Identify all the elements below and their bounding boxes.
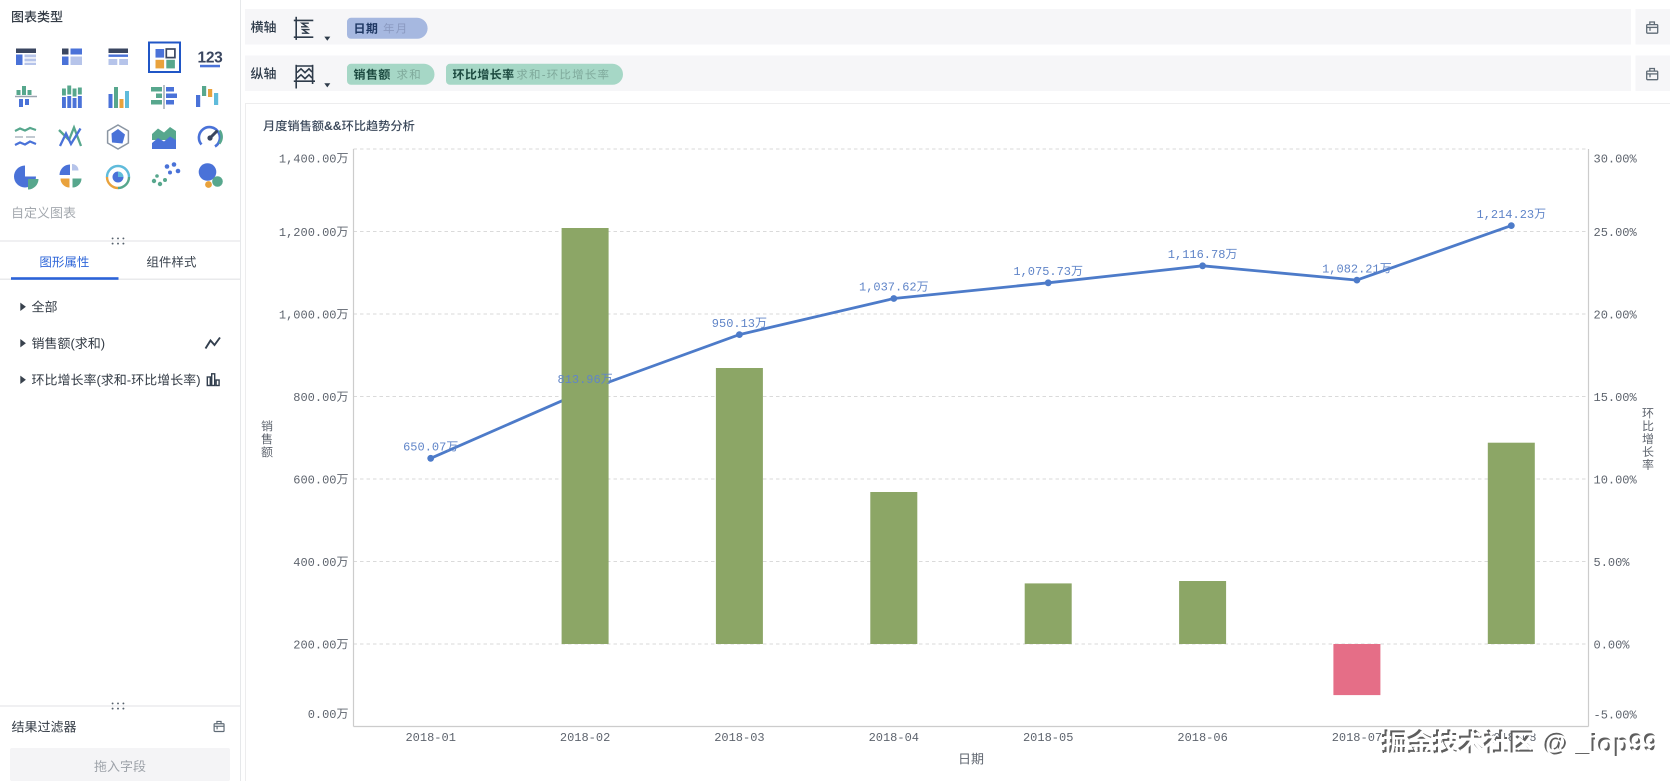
svg-text:0.00%: 0.00% — [1594, 638, 1631, 652]
svg-text:2018-04: 2018-04 — [869, 731, 919, 745]
svg-text:2018-02: 2018-02 — [560, 731, 610, 745]
svg-text:-: - — [542, 70, 547, 82]
svg-text:&&: && — [324, 119, 342, 133]
svg-text:123: 123 — [198, 50, 224, 67]
svg-text:1,116.78: 1,116.78 — [1168, 248, 1226, 262]
svg-text:2018-07: 2018-07 — [1332, 731, 1382, 745]
svg-text:-: - — [127, 373, 131, 388]
svg-text:-5.00%: -5.00% — [1594, 708, 1638, 722]
svg-text:1,000.00: 1,000.00 — [279, 308, 337, 322]
svg-text:): ) — [196, 373, 200, 388]
svg-text:2018-01: 2018-01 — [405, 731, 455, 745]
svg-text:200.00: 200.00 — [293, 638, 336, 652]
svg-text:1,037.62: 1,037.62 — [859, 281, 917, 295]
svg-text:1,075.73: 1,075.73 — [1013, 265, 1071, 279]
svg-text:@ _iop99: @ _iop99 — [1543, 729, 1658, 757]
svg-text:@ _iop99: @ _iop99 — [1545, 731, 1660, 759]
svg-text:400.00: 400.00 — [293, 556, 336, 570]
svg-text:600.00: 600.00 — [293, 473, 336, 487]
svg-text:800.00: 800.00 — [293, 391, 336, 405]
svg-text:): ) — [101, 336, 105, 351]
svg-text:1,400.00: 1,400.00 — [279, 152, 337, 166]
svg-text:2018-03: 2018-03 — [714, 731, 764, 745]
svg-text:(: ( — [97, 373, 102, 388]
svg-text:1,200.00: 1,200.00 — [279, 226, 337, 240]
svg-text:15.00%: 15.00% — [1594, 391, 1638, 405]
svg-text:1,214.23: 1,214.23 — [1477, 208, 1535, 222]
svg-text:10.00%: 10.00% — [1594, 473, 1638, 487]
svg-text:650.07: 650.07 — [403, 441, 446, 455]
svg-text:25.00%: 25.00% — [1594, 226, 1638, 240]
svg-text:30.00%: 30.00% — [1594, 152, 1638, 166]
svg-text:20.00%: 20.00% — [1594, 308, 1638, 322]
svg-text:0.00: 0.00 — [308, 708, 337, 722]
svg-text:2018-05: 2018-05 — [1023, 731, 1073, 745]
svg-text:1,082.21: 1,082.21 — [1322, 262, 1380, 276]
svg-text:(: ( — [71, 336, 76, 351]
svg-text:5.00%: 5.00% — [1594, 556, 1631, 570]
svg-text:2018-06: 2018-06 — [1177, 731, 1227, 745]
svg-text:950.13: 950.13 — [712, 317, 755, 331]
svg-text:813.96: 813.96 — [558, 373, 601, 387]
